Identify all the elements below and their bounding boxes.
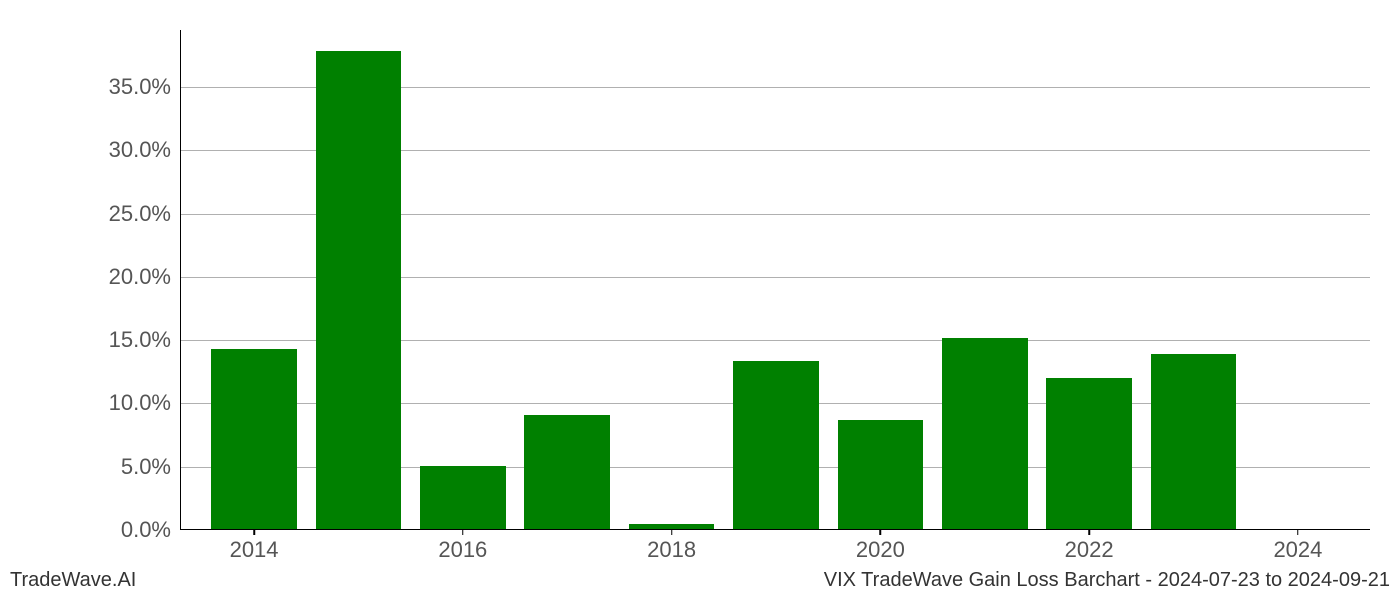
bar-2022	[1046, 378, 1132, 529]
xtick-label: 2018	[647, 529, 696, 563]
ytick-label: 20.0%	[109, 264, 181, 290]
ytick-label: 30.0%	[109, 137, 181, 163]
footer-caption: VIX TradeWave Gain Loss Barchart - 2024-…	[824, 569, 1390, 592]
bar-chart: 0.0%5.0%10.0%15.0%20.0%25.0%30.0%35.0%20…	[180, 30, 1370, 530]
xtick-label: 2024	[1273, 529, 1322, 563]
bar-2018	[629, 524, 715, 529]
xtick-label: 2020	[856, 529, 905, 563]
plot-area: 0.0%5.0%10.0%15.0%20.0%25.0%30.0%35.0%20…	[180, 30, 1370, 530]
bar-2015	[316, 51, 402, 529]
ytick-label: 0.0%	[121, 517, 181, 543]
footer-brand: TradeWave.AI	[10, 569, 136, 592]
ytick-label: 25.0%	[109, 201, 181, 227]
ytick-label: 15.0%	[109, 327, 181, 353]
bar-2019	[733, 361, 819, 529]
xtick-label: 2014	[230, 529, 279, 563]
ytick-label: 10.0%	[109, 390, 181, 416]
bar-2014	[211, 349, 297, 529]
xtick-label: 2022	[1065, 529, 1114, 563]
bar-2021	[942, 338, 1028, 529]
bar-2016	[420, 466, 506, 529]
bar-2023	[1151, 354, 1237, 529]
bar-2017	[524, 415, 610, 529]
ytick-label: 5.0%	[121, 454, 181, 480]
ytick-label: 35.0%	[109, 74, 181, 100]
bar-2020	[838, 420, 924, 529]
xtick-label: 2016	[438, 529, 487, 563]
